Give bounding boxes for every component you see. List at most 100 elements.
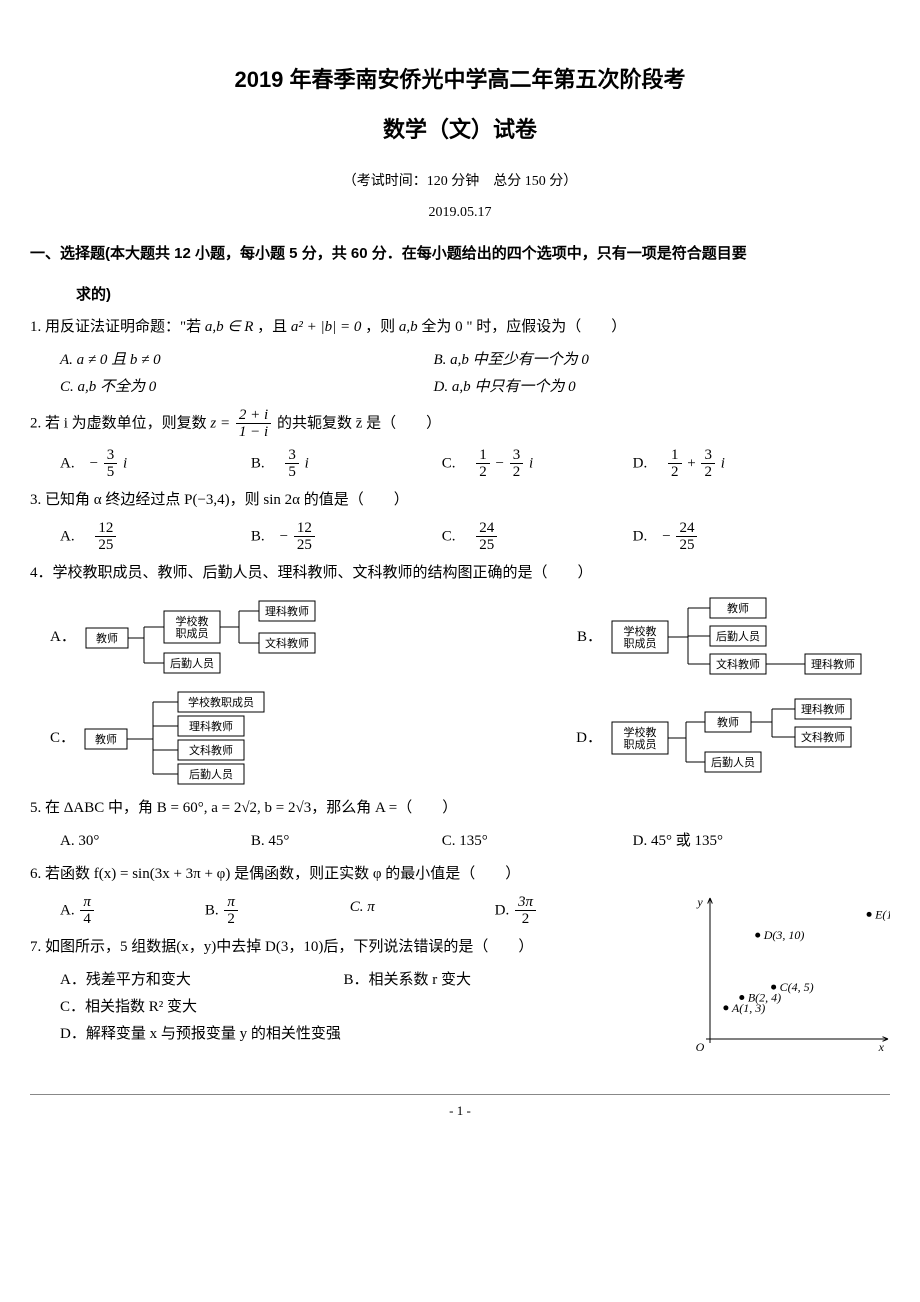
question-7: 7. 如图所示，5 组数据(x，y)中去掉 D(3，10)后，下列说法错误的是（… [30, 934, 690, 961]
q6-d-pre: D. [495, 902, 513, 918]
q6-b-frac: π2 [224, 894, 238, 928]
svg-text:教师: 教师 [727, 601, 749, 614]
svg-text:理科教师: 理科教师 [811, 656, 855, 670]
svg-text:理科教师: 理科教师 [265, 603, 309, 617]
q1-stem-pre: 1. 用反证法证明命题："若 [30, 319, 205, 335]
svg-text:y: y [696, 895, 703, 909]
svg-text:C(4, 5): C(4, 5) [780, 980, 814, 994]
svg-text:D(3, 10): D(3, 10) [763, 928, 805, 942]
q1-mid3: 全为 0 " 时，应假设为（ ） [421, 319, 626, 335]
question-4: 4．学校教职成员、教师、后勤人员、理科教师、文科教师的结构图正确的是（ ） [30, 560, 890, 587]
q2-b-den: 5 [285, 464, 299, 481]
q7-scatter-plot: OxyA(1, 3)B(2, 4)C(4, 5)D(3, 10)E(10, 12… [690, 894, 890, 1064]
q2-opt-a: A. − 35 i [60, 447, 251, 481]
q4-label-d: D． [576, 725, 602, 752]
svg-text:后勤人员: 后勤人员 [170, 656, 214, 669]
question-6: 6. 若函数 f(x) = sin(3x + 3π + φ) 是偶函数，则正实数… [30, 861, 890, 888]
section-1-heading-line1: 一、选择题(本大题共 12 小题，每小题 5 分，共 60 分．在每小题给出的四… [30, 240, 890, 267]
q5-opt-a: A. 30° [60, 828, 251, 855]
svg-text:教师: 教师 [96, 631, 118, 644]
q2-frac-num: 2 + i [236, 407, 271, 425]
q2-opt-b: B. 35 i [251, 447, 442, 481]
q6-a-num: π [80, 894, 94, 912]
q2-frac: 2 + i 1 − i [236, 407, 271, 441]
svg-text:学校教: 学校教 [624, 724, 657, 738]
q6-b-pre: B. [205, 902, 223, 918]
q6-d-den: 2 [515, 911, 536, 928]
q1-concl: a,b [399, 319, 418, 335]
exam-date: 2019.05.17 [30, 200, 890, 225]
q6-d-frac: 3π2 [515, 894, 536, 928]
svg-text:文科教师: 文科教师 [801, 729, 845, 743]
q1-options: A. a ≠ 0 且 b ≠ 0 B. a,b 中至少有一个为 0 C. a,b… [60, 347, 890, 401]
q2-d-frac1: 12 [668, 447, 682, 481]
svg-text:职成员: 职成员 [624, 737, 657, 750]
q2-frac-den: 1 − i [236, 424, 271, 441]
q6-opt-d: D. 3π2 [495, 894, 640, 928]
q3-a-frac: 1225 [95, 520, 116, 554]
q2-c-frac2: 32 [510, 447, 524, 481]
title-main: 2019 年春季南安侨光中学高二年第五次阶段考 [30, 60, 890, 100]
section-1-heading-line2: 求的) [30, 281, 890, 308]
svg-text:x: x [878, 1040, 885, 1054]
q2-options: A. − 35 i B. 35 i C. 12 − 32 i D. 12 + 3… [60, 447, 890, 481]
svg-text:后勤人员: 后勤人员 [189, 767, 233, 780]
q2-c-pre: C. [442, 455, 471, 471]
q2-d-frac2: 32 [701, 447, 715, 481]
svg-text:文科教师: 文科教师 [189, 742, 233, 756]
svg-text:文科教师: 文科教师 [265, 635, 309, 649]
q2-a-post: i [123, 455, 127, 471]
svg-text:理科教师: 理科教师 [801, 701, 845, 715]
q6-opt-c: C. π [350, 894, 495, 928]
q3-opt-b: B. − 1225 [251, 520, 442, 554]
svg-text:教师: 教师 [717, 715, 739, 728]
q3-c-num: 24 [476, 520, 497, 538]
q2-c-num1: 1 [476, 447, 490, 465]
q2-d-den1: 2 [668, 464, 682, 481]
q1-eq: a² + |b| = 0 [291, 319, 362, 335]
q3-d-num: 24 [676, 520, 697, 538]
question-2: 2. 若 i 为虚数单位，则复数 z = 2 + i 1 − i 的共轭复数 z… [30, 407, 890, 441]
q3-c-frac: 2425 [476, 520, 497, 554]
q6-opt-b: B. π2 [205, 894, 350, 928]
q2-stem: 2. 若 i 为虚数单位，则复数 [30, 415, 210, 431]
q7-options-row2: C．相关指数 R² 变大 D．解释变量 x 与预报变量 y 的相关性变强 [60, 994, 690, 1048]
question-5: 5. 在 ΔABC 中，角 B = 60°, a = 2√2, b = 2√3，… [30, 795, 890, 822]
q1-cond: a,b ∈ R [205, 319, 253, 335]
q6-b-den: 2 [224, 911, 238, 928]
q3-c-pre: C. [442, 528, 471, 544]
q1-opt-b: B. a,b 中至少有一个为 0 [434, 347, 808, 374]
q5-opt-c: C. 135° [442, 828, 633, 855]
exam-info: （考试时间：120 分钟 总分 150 分） [30, 169, 890, 194]
svg-text:学校教: 学校教 [175, 613, 208, 627]
page-footer: - 1 - [30, 1094, 890, 1122]
q1-opt-a: A. a ≠ 0 且 b ≠ 0 [60, 347, 434, 374]
q2-a-frac: 35 [104, 447, 118, 481]
q2-d-num1: 1 [668, 447, 682, 465]
q4-diagram-a: A． 教师学校教职成员后勤人员理科教师文科教师 [30, 593, 364, 683]
q5-options: A. 30° B. 45° C. 135° D. 45° 或 135° [60, 828, 890, 855]
q4-diagram-b: B． 学校教职成员教师后勤人员文科教师理科教师 [557, 593, 890, 683]
q4-row-1: A． 教师学校教职成员后勤人员理科教师文科教师 B． 学校教职成员教师后勤人员文… [30, 593, 890, 683]
q2-c-post: i [529, 455, 533, 471]
q1-mid2: ，则 [365, 319, 399, 335]
q7-opt-b: B．相关系数 r 变大 [344, 967, 628, 994]
q3-b-pre: B. − [251, 528, 288, 544]
q5-opt-d: D. 45° 或 135° [633, 828, 824, 855]
q3-opt-c: C. 2425 [442, 520, 633, 554]
q4-diagram-c: C． 教师学校教职成员理科教师文科教师后勤人员 [30, 689, 363, 789]
svg-text:学校教: 学校教 [624, 623, 657, 637]
q2-b-post: i [305, 455, 309, 471]
q3-d-pre: D. − [633, 528, 671, 544]
q7-options-row1: A．残差平方和变大 B．相关系数 r 变大 [60, 967, 690, 994]
q2-b-frac: 35 [285, 447, 299, 481]
q2-b-num: 3 [285, 447, 299, 465]
svg-text:文科教师: 文科教师 [716, 656, 760, 670]
q2-d-num2: 3 [701, 447, 715, 465]
q5-opt-b: B. 45° [251, 828, 442, 855]
svg-text:后勤人员: 后勤人员 [716, 629, 760, 642]
q2-a-num: 3 [104, 447, 118, 465]
q6-opt-a: A. π4 [60, 894, 205, 928]
q7-opt-a: A．残差平方和变大 [60, 967, 344, 994]
q2-a-pre: A. − [60, 455, 98, 471]
